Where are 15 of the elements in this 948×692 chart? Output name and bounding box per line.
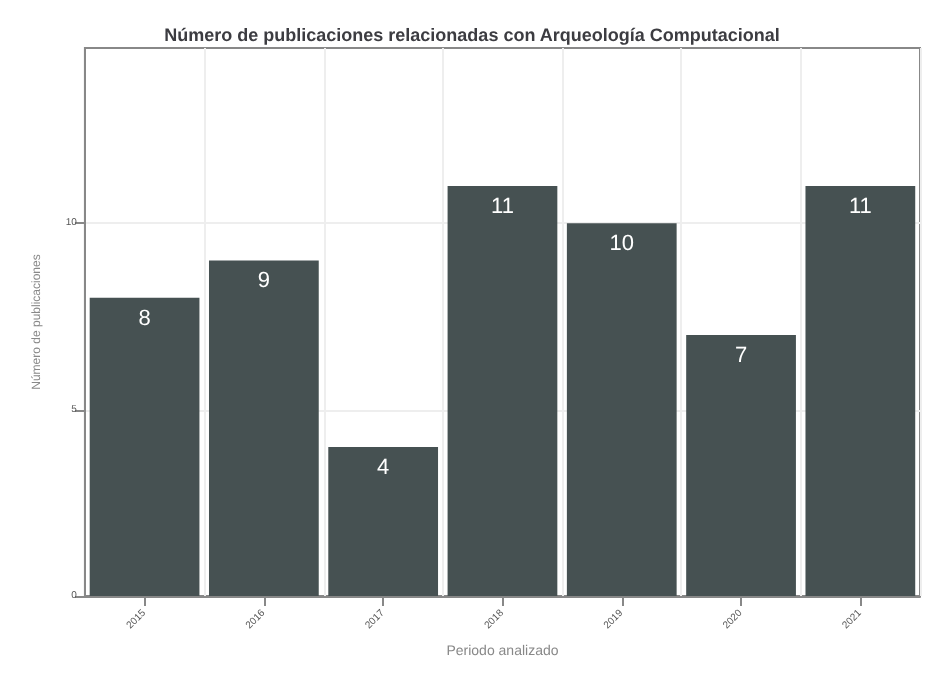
data-label: 4 <box>377 455 390 480</box>
data-label: 7 <box>734 344 748 369</box>
bar <box>89 297 200 596</box>
chart-title: Número de publicaciones relacionadas con Arqueología Computacional <box>164 25 780 45</box>
bar <box>805 185 916 596</box>
data-label: 9 <box>257 269 270 294</box>
data-label: 11 <box>848 194 872 219</box>
bar <box>447 185 558 596</box>
data-label: 10 <box>609 232 635 257</box>
bar <box>208 260 319 596</box>
data-label: 8 <box>138 306 151 331</box>
bar <box>686 335 796 596</box>
bar <box>328 446 439 596</box>
bar <box>566 223 677 596</box>
data-label: 11 <box>491 194 514 219</box>
